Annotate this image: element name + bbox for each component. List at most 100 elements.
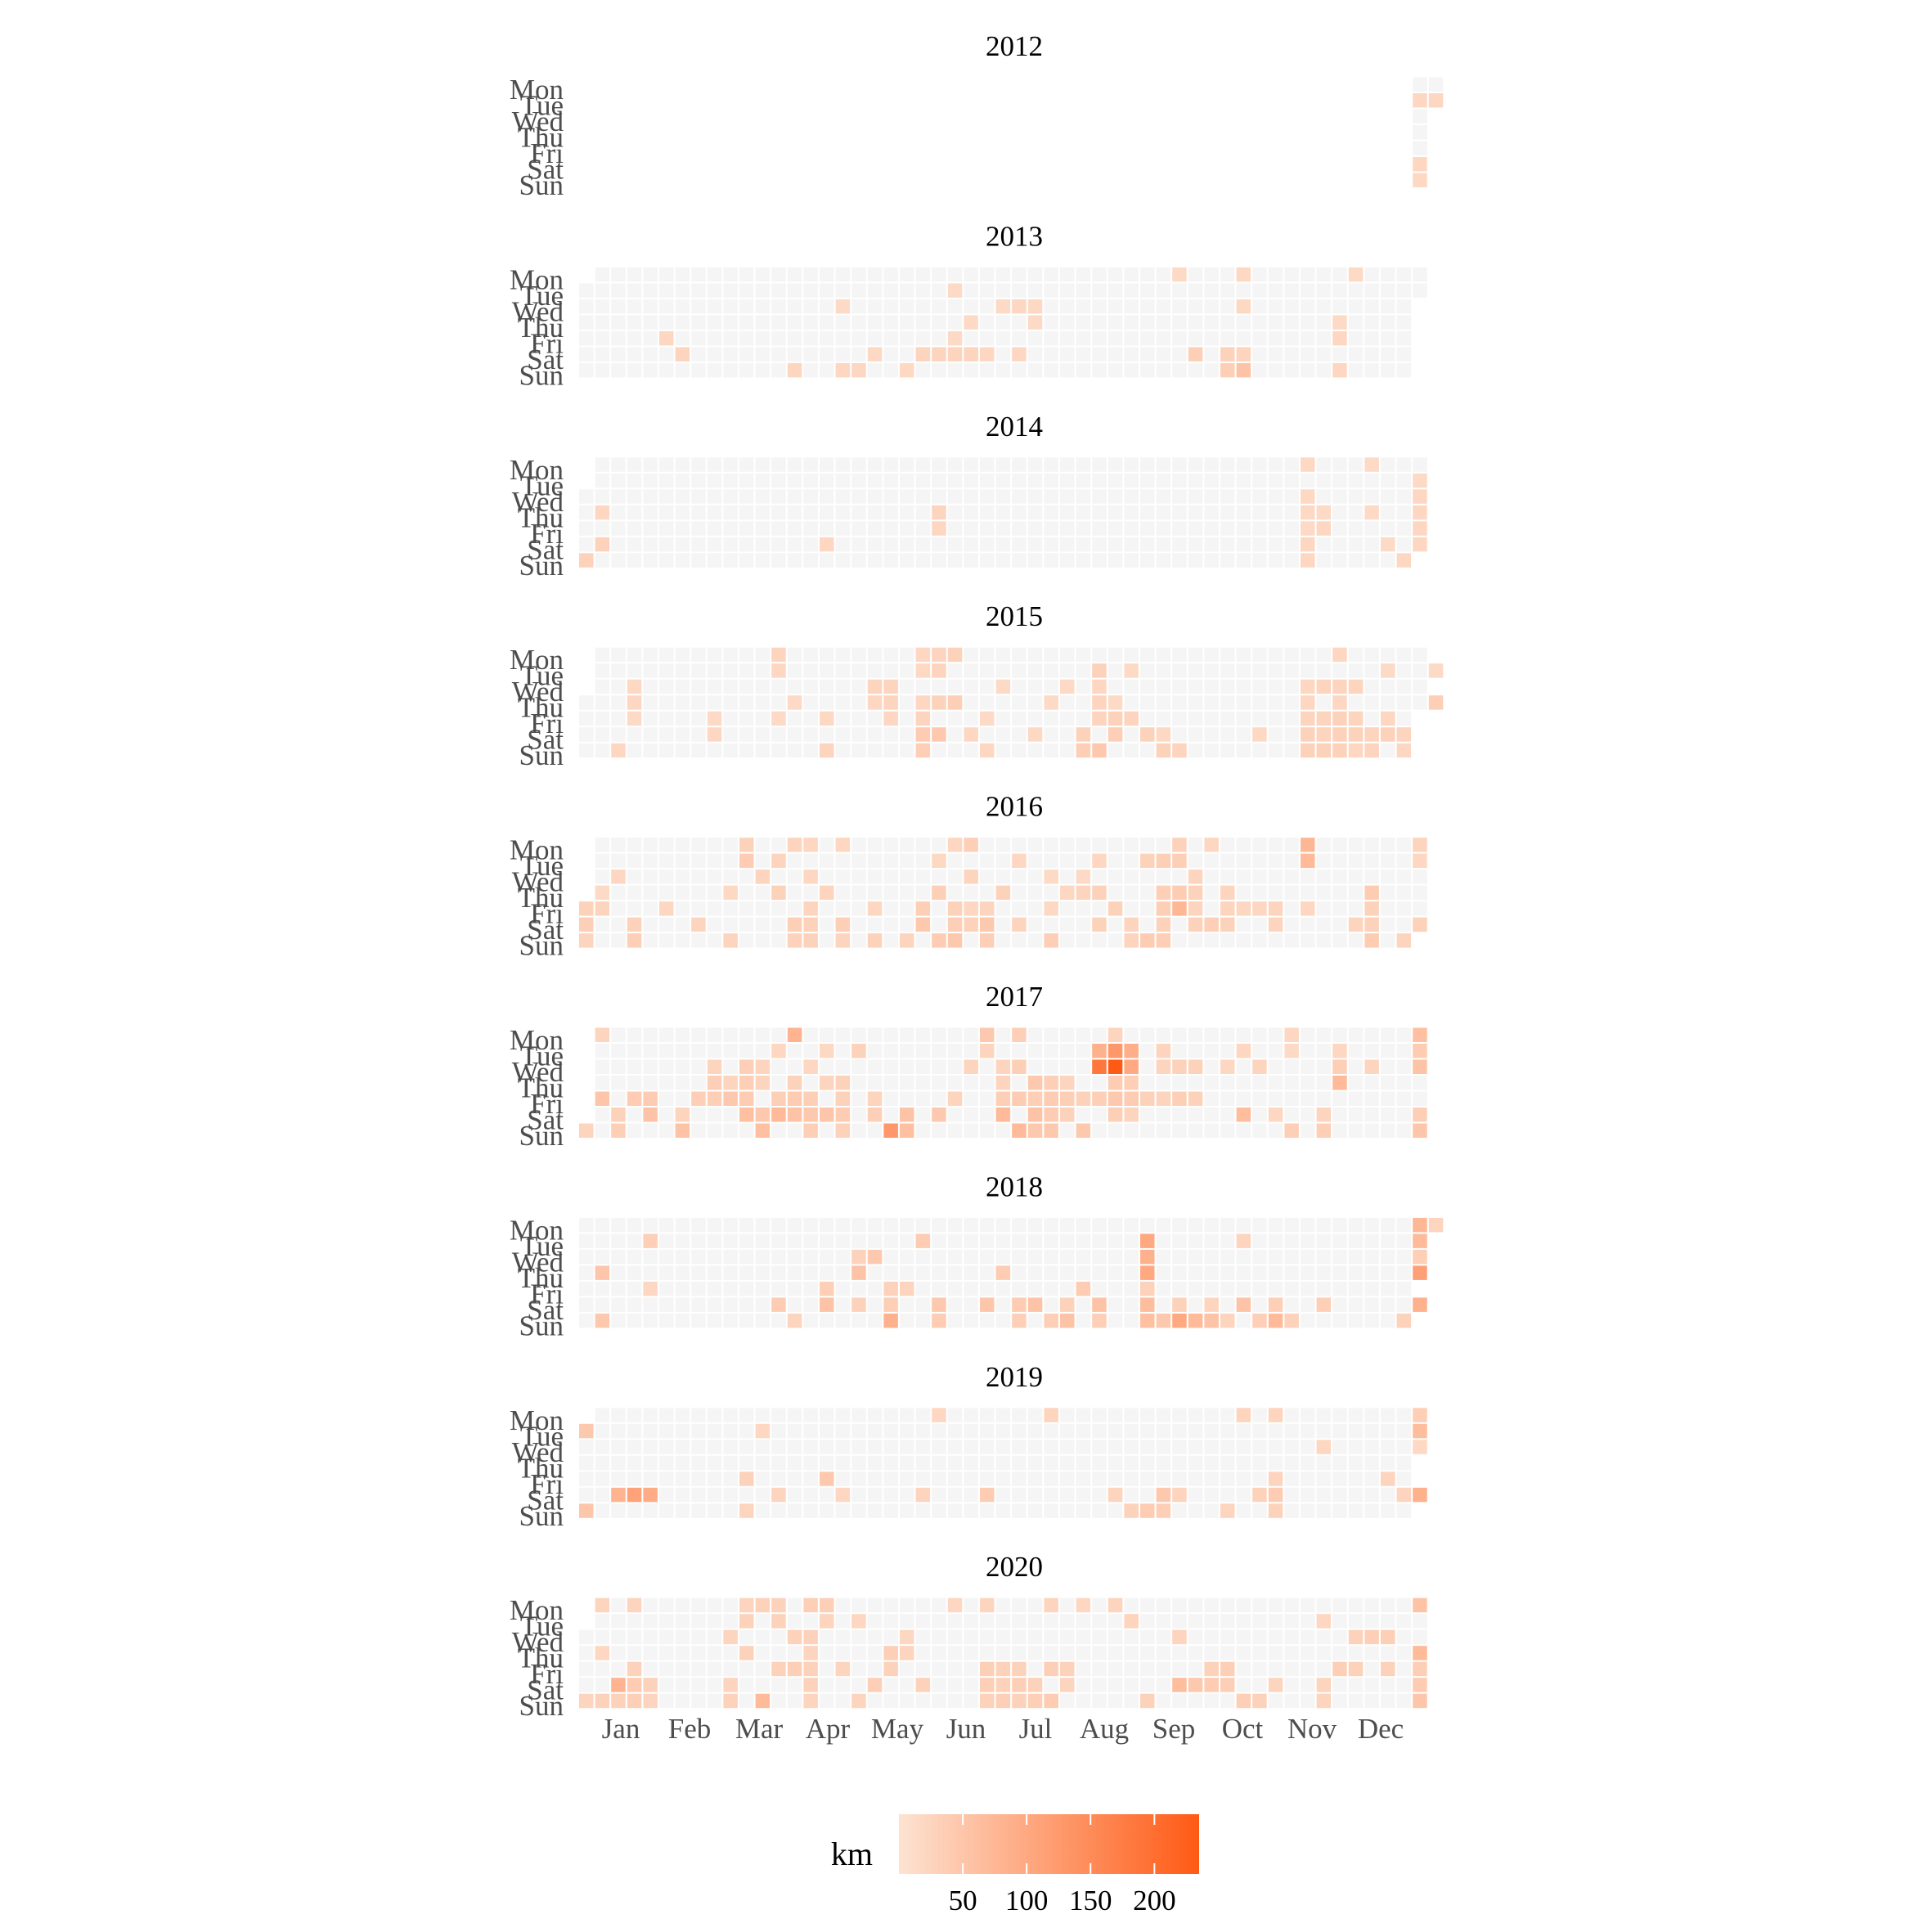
day-cell-active	[1284, 1044, 1299, 1058]
month-label-nov: Nov	[1287, 1713, 1337, 1745]
day-cell	[932, 1503, 946, 1518]
day-cell	[980, 1281, 995, 1296]
day-cell-active	[995, 885, 1011, 901]
day-cell-active	[1044, 695, 1058, 710]
day-cell	[1140, 1217, 1155, 1233]
day-cell	[627, 1440, 642, 1454]
weekday-label-fri: Fri	[530, 137, 564, 169]
day-cell	[1092, 1440, 1107, 1454]
day-cell	[851, 1503, 866, 1518]
day-cell	[659, 299, 674, 314]
day-cell	[964, 663, 978, 678]
day-cell	[835, 267, 851, 282]
day-cell	[739, 473, 754, 488]
day-cell	[932, 362, 946, 378]
day-cell-active	[820, 1044, 834, 1058]
day-cell	[1060, 1597, 1075, 1613]
day-cell	[627, 315, 642, 330]
day-cell	[1060, 1471, 1075, 1486]
day-cell	[707, 537, 722, 552]
day-cell	[611, 695, 626, 710]
day-cell	[915, 521, 931, 536]
day-cell	[995, 537, 1011, 552]
day-cell-active	[1092, 885, 1107, 901]
day-cell	[1156, 1597, 1171, 1613]
day-cell-active	[1220, 1503, 1235, 1518]
day-cell	[1220, 1091, 1235, 1106]
day-cell	[1348, 1108, 1364, 1122]
day-cell	[723, 299, 738, 314]
day-cell	[1301, 1693, 1315, 1709]
day-cell	[739, 1629, 754, 1645]
day-cell	[1381, 1597, 1395, 1613]
day-cell	[1188, 853, 1203, 869]
day-cell	[1188, 505, 1203, 520]
day-cell	[739, 1281, 754, 1296]
day-cell	[1316, 1076, 1332, 1090]
day-cell-active	[980, 1044, 995, 1058]
day-cell	[995, 1614, 1011, 1629]
day-cell	[1364, 1661, 1379, 1677]
day-cell	[1332, 1408, 1347, 1422]
day-cell	[900, 1440, 914, 1454]
day-cell	[595, 1408, 610, 1422]
day-cell	[964, 1108, 978, 1122]
day-cell	[1268, 553, 1283, 568]
day-cell	[1012, 537, 1027, 552]
day-cell	[1220, 283, 1235, 298]
day-cell	[915, 838, 931, 852]
day-cell	[1348, 1423, 1364, 1439]
day-cell	[1092, 489, 1107, 504]
day-cell	[1156, 362, 1171, 378]
day-cell	[1236, 711, 1251, 726]
day-cell	[803, 1423, 818, 1439]
day-cell	[1172, 1597, 1187, 1613]
day-cell	[1060, 505, 1075, 520]
day-cell	[707, 901, 722, 916]
day-cell	[1316, 1423, 1332, 1439]
day-cell	[820, 362, 834, 378]
day-cell	[675, 1059, 690, 1074]
day-cell-active	[595, 1646, 610, 1660]
day-cell	[1044, 1297, 1058, 1312]
day-cell-active	[867, 695, 883, 710]
day-cell	[627, 299, 642, 314]
day-cell-active	[867, 1108, 883, 1122]
day-cell	[1268, 347, 1283, 362]
day-cell	[883, 299, 898, 314]
day-cell-active	[771, 1661, 786, 1677]
day-cell	[659, 1059, 674, 1074]
day-cell	[1252, 885, 1267, 901]
day-cell	[900, 869, 914, 884]
day-cell-active	[1348, 679, 1364, 694]
day-cell	[611, 1503, 626, 1518]
day-cell-active	[1332, 743, 1347, 758]
day-cell	[627, 489, 642, 504]
day-cell	[820, 330, 834, 346]
day-cell	[627, 1217, 642, 1233]
day-cell	[659, 1217, 674, 1233]
day-cell	[900, 838, 914, 852]
day-cell	[627, 1059, 642, 1074]
day-cell	[1076, 267, 1091, 282]
day-cell	[851, 1423, 866, 1439]
day-cell	[835, 1455, 851, 1471]
day-cell-active	[1124, 933, 1139, 948]
day-cell	[867, 1455, 883, 1471]
day-cell	[1027, 1233, 1043, 1248]
day-cell	[691, 743, 706, 758]
day-cell	[803, 553, 818, 568]
day-cell	[1332, 1678, 1347, 1692]
day-cell	[1140, 1044, 1155, 1058]
day-cell	[1204, 1027, 1219, 1042]
day-cell-active	[980, 1678, 995, 1692]
day-cell	[1092, 1217, 1107, 1233]
day-cell-active	[771, 647, 786, 663]
day-cell	[595, 1297, 610, 1312]
day-cell	[1268, 869, 1283, 884]
day-cell	[1220, 1455, 1235, 1471]
day-cell	[1236, 869, 1251, 884]
day-cell-active	[1316, 711, 1332, 726]
day-cell-active	[1316, 1297, 1332, 1312]
day-cell	[707, 869, 722, 884]
